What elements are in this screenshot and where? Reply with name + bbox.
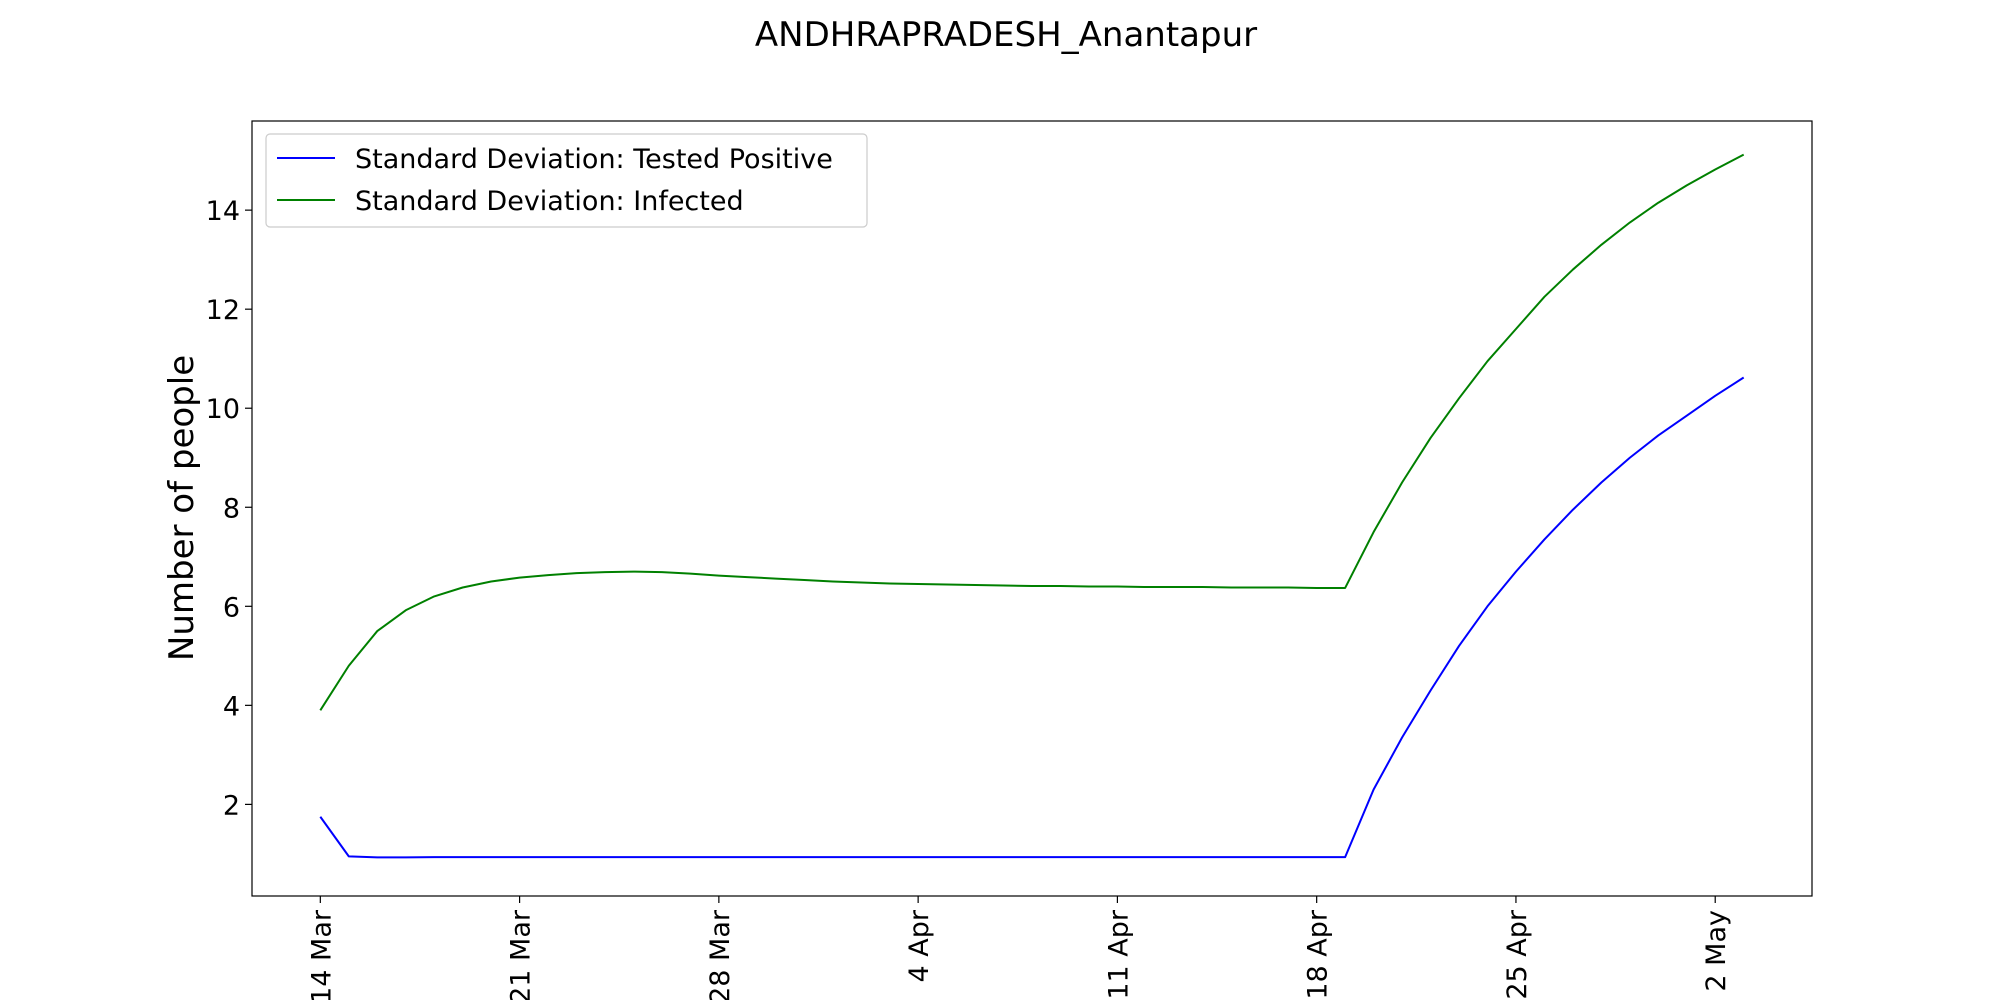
x-tick-label: 25 Apr xyxy=(1502,909,1533,1000)
x-tick-label: 14 Mar xyxy=(306,909,337,1000)
legend-box xyxy=(265,133,868,228)
series-layer xyxy=(319,153,1745,859)
series-line-tested-positive xyxy=(319,376,1745,859)
x-tick-label: 21 Mar xyxy=(506,909,537,1000)
x-tick-label: 18 Apr xyxy=(1303,909,1334,1000)
x-tick-label: 28 Mar xyxy=(705,909,736,1000)
y-tick-label: 10 xyxy=(206,394,240,425)
y-tick-label: 12 xyxy=(206,295,240,326)
y-tick-label: 2 xyxy=(223,790,240,821)
plot-frame xyxy=(251,120,1813,897)
y-axis-label: Number of people xyxy=(162,355,202,661)
x-tick-label: 4 Apr xyxy=(904,909,935,982)
legend-label-tested-positive: Standard Deviation: Tested Positive xyxy=(355,144,833,175)
x-axis: 14 Mar 21 Mar 28 Mar 4 Apr 11 Apr 18 Apr 25 Ap… xyxy=(306,896,1732,1000)
chart-title: ANDHRAPRADESH_Anantapur xyxy=(755,15,1257,55)
x-tick-label: 2 May xyxy=(1701,910,1732,992)
x-tick-label: 11 Apr xyxy=(1103,909,1134,1000)
y-tick-label: 8 xyxy=(223,493,240,524)
y-tick-label: 6 xyxy=(223,592,240,623)
y-axis: 2 4 6 8 10 12 14 xyxy=(206,196,252,821)
y-tick-label: 4 xyxy=(223,691,240,722)
legend: Standard Deviation: Tested Positive Stan… xyxy=(265,133,868,228)
y-tick-label: 14 xyxy=(206,196,240,227)
legend-label-infected: Standard Deviation: Infected xyxy=(355,186,744,217)
series-line-infected xyxy=(319,153,1745,711)
